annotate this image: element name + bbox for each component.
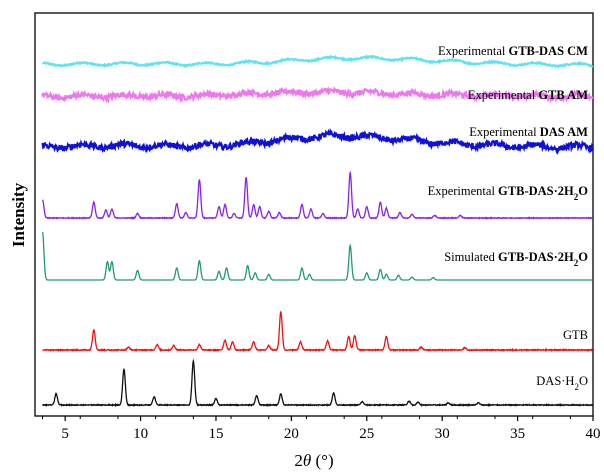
series-label-5: Simulated GTB-DAS·2H2O <box>444 250 588 268</box>
x-tick-label-40: 40 <box>586 426 601 442</box>
x-tick-label-35: 35 <box>510 426 525 442</box>
x-tick-label-25: 25 <box>359 426 374 442</box>
series-line-4 <box>42 170 594 220</box>
x-axis-label: 2θ (°) <box>294 451 333 470</box>
series-line-3 <box>41 127 594 156</box>
series-label-3: Experimental DAS AM <box>469 125 588 139</box>
series-label-group: Experimental GTB-DAS CM Experimental GTB … <box>428 44 589 392</box>
series-line-1 <box>41 54 594 69</box>
series-line-2 <box>41 86 594 104</box>
series-line-6 <box>42 310 593 353</box>
series-label-2: Experimental GTB AM <box>468 88 588 102</box>
x-tick-label-15: 15 <box>208 426 223 442</box>
x-tick-label-10: 10 <box>133 426 148 442</box>
series-label-6: GTB <box>563 328 588 342</box>
series-group <box>41 54 594 408</box>
x-tick-label-20: 20 <box>284 426 299 442</box>
x-tick-label-30: 30 <box>435 426 450 442</box>
x-tick-label-5: 5 <box>61 426 69 442</box>
y-axis-label: Intensity <box>9 182 28 247</box>
series-label-1: Experimental GTB-DAS CM <box>438 44 588 58</box>
plot-frame <box>34 12 594 417</box>
series-line-7 <box>42 358 594 408</box>
series-label-4: Experimental GTB-DAS·2H2O <box>428 184 589 202</box>
series-label-7: DAS·H2O <box>536 374 588 392</box>
x-ticks: 5 10 15 20 25 30 35 40 <box>42 416 601 442</box>
series-line-5 <box>41 231 593 281</box>
